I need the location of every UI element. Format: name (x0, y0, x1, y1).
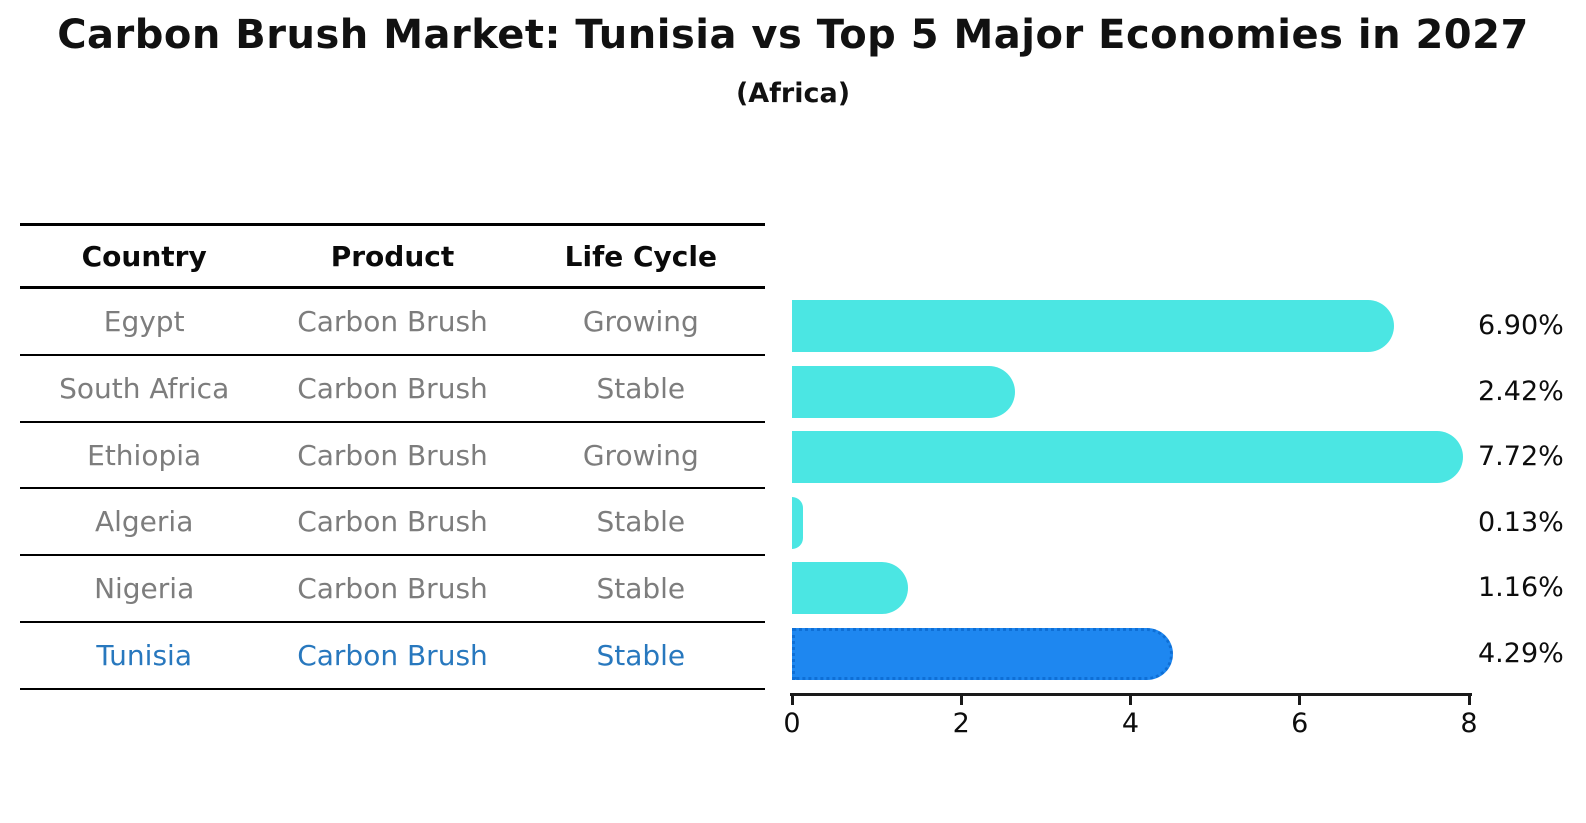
column-header-lifecycle: Life Cycle (564, 239, 717, 273)
cell-product: Carbon Brush (297, 505, 488, 539)
table-row-egypt: Egypt Carbon Brush Growing (20, 289, 765, 356)
table-row-ethiopia: Ethiopia Carbon Brush Growing (20, 423, 765, 490)
table-row-south-africa: South Africa Carbon Brush Stable (20, 356, 765, 423)
table-row-algeria: Algeria Carbon Brush Stable (20, 489, 765, 557)
tick-mark (1467, 694, 1471, 705)
bar-tunisia (792, 627, 1174, 680)
tick-mark (959, 694, 963, 705)
cell-lifecycle: Stable (596, 505, 686, 539)
value-label-ethiopia: 7.72% (1478, 441, 1564, 472)
chart-subtitle: (Africa) (735, 78, 851, 109)
value-label-nigeria: 1.16% (1478, 572, 1564, 603)
cell-country: South Africa (59, 371, 230, 405)
tick-mark (1129, 694, 1132, 705)
bar-algeria (792, 496, 803, 549)
value-label-south-africa: 2.42% (1478, 375, 1564, 407)
cell-lifecycle: Stable (596, 371, 686, 405)
cell-country: Ethiopia (87, 438, 202, 472)
table-row-tunisia: Tunisia Carbon Brush Stable (20, 623, 765, 690)
cell-country: Tunisia (96, 639, 192, 673)
tick-mark (1298, 694, 1302, 705)
cell-lifecycle: Growing (582, 438, 699, 472)
tick-label: 2 (952, 708, 970, 739)
value-label-egypt: 6.90% (1478, 310, 1564, 341)
table-row-nigeria: Nigeria Carbon Brush Stable (20, 556, 765, 624)
tick-label: 0 (783, 708, 801, 739)
cell-product: Carbon Brush (297, 572, 488, 606)
tick-label: 4 (1121, 708, 1140, 739)
cell-country: Nigeria (94, 572, 195, 606)
column-header-product: Product (330, 239, 455, 273)
cell-product: Carbon Brush (297, 438, 488, 472)
bar-ethiopia (792, 431, 1464, 483)
bar-south-africa (792, 365, 1015, 418)
cell-lifecycle: Stable (596, 639, 686, 673)
cell-product: Carbon Brush (297, 639, 488, 673)
cell-lifecycle: Stable (596, 572, 686, 606)
bar-nigeria (792, 562, 909, 614)
cell-product: Carbon Brush (297, 371, 488, 405)
tick-mark (790, 694, 794, 705)
cell-product: Carbon Brush (297, 304, 488, 338)
table-header-row: Country Product Life Cycle (20, 223, 765, 289)
cell-country: Algeria (94, 505, 194, 539)
chart-title: Carbon Brush Market: Tunisia vs Top 5 Ma… (57, 12, 1529, 58)
value-label-tunisia: 4.29% (1478, 637, 1564, 669)
value-label-algeria: 0.13% (1478, 506, 1564, 538)
country-table: Country Product Life Cycle Egypt Carbon … (20, 223, 765, 690)
tick-label: 6 (1291, 708, 1309, 739)
bar-egypt (792, 300, 1394, 352)
cell-lifecycle: Growing (582, 304, 699, 338)
column-header-country: Country (81, 239, 207, 273)
cell-country: Egypt (103, 304, 185, 338)
tick-label: 8 (1460, 708, 1478, 739)
